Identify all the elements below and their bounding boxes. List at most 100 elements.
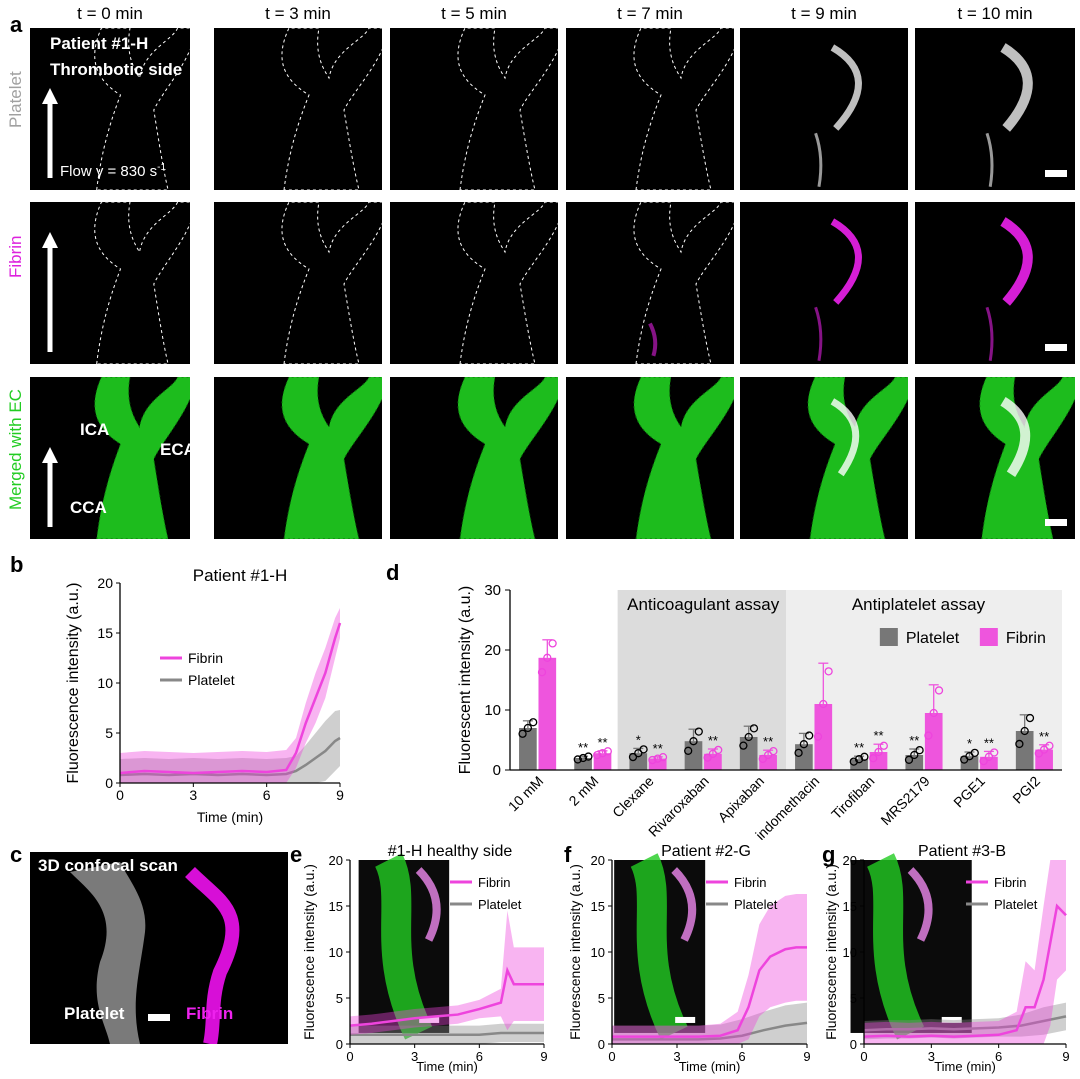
data-point bbox=[819, 699, 828, 709]
chart-b: 0 5 10 15 20 0 3 6 9 Time (min) Fluorescence inten… bbox=[60, 565, 360, 825]
data-point bbox=[1034, 749, 1043, 758]
bar bbox=[960, 756, 979, 770]
legend-swatch bbox=[979, 628, 998, 646]
bar bbox=[684, 741, 703, 770]
y-tick-label: 15 bbox=[843, 899, 857, 914]
time-label: t = 3 min bbox=[265, 4, 331, 23]
fibrin-tile bbox=[214, 202, 382, 364]
error-band bbox=[120, 608, 340, 783]
bar bbox=[905, 755, 924, 770]
chart-f: 0 5 10 15 20 0 3 6 9 Time (min) Fluorescence inten… bbox=[566, 842, 821, 1074]
legend-label: Platelet bbox=[734, 897, 778, 912]
data-point bbox=[990, 748, 999, 757]
platelet-tile bbox=[740, 28, 908, 190]
y-tick-label: 10 bbox=[97, 675, 113, 691]
significance-mark: ** bbox=[1039, 729, 1049, 744]
data-point bbox=[603, 747, 612, 756]
error-band bbox=[612, 1002, 807, 1044]
category-label: Apixaban bbox=[715, 773, 768, 826]
data-point bbox=[1020, 726, 1029, 736]
series-line bbox=[863, 1015, 1067, 1032]
category-label: PGI2 bbox=[1009, 773, 1043, 807]
platelet-signal bbox=[1000, 43, 1033, 132]
legend-label: Fibrin bbox=[1006, 630, 1046, 647]
scale-bar bbox=[675, 1016, 696, 1023]
y-tick-label: 20 bbox=[591, 853, 605, 868]
data-point bbox=[910, 750, 919, 760]
panel-a-label: a bbox=[10, 12, 23, 37]
y-tick-label: 5 bbox=[850, 991, 857, 1006]
panel-f-label: f bbox=[564, 842, 572, 867]
x-tick-label: 3 bbox=[411, 1049, 418, 1064]
x-tick-label: 9 bbox=[540, 1049, 547, 1064]
y-tick-label: 20 bbox=[843, 853, 857, 868]
bar bbox=[739, 737, 758, 770]
data-point bbox=[548, 639, 557, 648]
merged-tile bbox=[566, 377, 734, 539]
confocal-fibrin-label: Fibrin bbox=[186, 1004, 234, 1023]
data-point bbox=[518, 729, 527, 738]
data-point bbox=[805, 731, 814, 740]
data-point bbox=[794, 748, 803, 757]
data-point bbox=[849, 757, 858, 766]
legend-label: Fibrin bbox=[994, 875, 1027, 890]
data-point bbox=[708, 749, 718, 758]
data-point bbox=[653, 754, 662, 763]
bar bbox=[795, 744, 813, 770]
data-point bbox=[758, 754, 767, 763]
data-point bbox=[593, 750, 602, 760]
x-axis-label: Time (min) bbox=[679, 1059, 741, 1074]
data-point bbox=[584, 752, 593, 761]
data-point bbox=[744, 732, 753, 742]
bar bbox=[593, 753, 612, 770]
data-point bbox=[648, 755, 657, 765]
data-point bbox=[543, 653, 552, 662]
flow-arrow-icon bbox=[40, 88, 60, 189]
y-axis-label: Fluorescence intensity (a.u.) bbox=[65, 583, 82, 784]
scale-bar bbox=[1045, 170, 1067, 177]
significance-mark: * bbox=[967, 736, 972, 751]
vessel-outline bbox=[94, 202, 190, 364]
fibrin-scan bbox=[185, 867, 240, 1044]
x-tick-label: 3 bbox=[928, 1049, 935, 1064]
data-point bbox=[1025, 713, 1035, 723]
data-point bbox=[529, 718, 538, 727]
data-point bbox=[879, 741, 888, 750]
y-axis-label: Fluorescence intensity (a.u.) bbox=[567, 864, 583, 1040]
merged-tile bbox=[390, 377, 558, 539]
significance-mark: ** bbox=[909, 733, 919, 748]
row-label-fibrin: Fibrin bbox=[6, 235, 25, 278]
scale-bar bbox=[419, 1016, 440, 1023]
data-point bbox=[874, 747, 883, 757]
significance-mark: ** bbox=[578, 740, 588, 755]
data-point bbox=[984, 752, 994, 761]
x-tick-label: 0 bbox=[860, 1049, 867, 1064]
significance-mark: ** bbox=[984, 735, 994, 750]
thrombotic-side-label: Thrombotic side bbox=[50, 60, 183, 79]
panel-d-label: d bbox=[386, 560, 400, 585]
y-axis-label: Fluorescence intensity (a.u.) bbox=[301, 864, 317, 1040]
platelet-tile bbox=[30, 28, 190, 190]
fibrin-tile bbox=[30, 202, 190, 364]
series-line bbox=[612, 946, 807, 1038]
data-point bbox=[634, 749, 643, 758]
legend-label: Fibrin bbox=[734, 875, 767, 890]
x-axis-label: Time (min) bbox=[416, 1059, 478, 1074]
x-tick-label: 6 bbox=[263, 787, 271, 803]
platelet-tile bbox=[566, 28, 734, 190]
bar bbox=[704, 753, 722, 770]
bar bbox=[1035, 749, 1053, 770]
panel-c-label: c bbox=[10, 842, 23, 867]
data-point bbox=[523, 723, 533, 733]
legend-label: Platelet bbox=[994, 897, 1038, 912]
data-point bbox=[749, 724, 759, 733]
time-label: t = 7 min bbox=[617, 4, 683, 23]
x-tick-label: 3 bbox=[673, 1049, 680, 1064]
data-point bbox=[824, 667, 833, 676]
series-line bbox=[350, 1031, 544, 1037]
thrombus-overlay bbox=[830, 398, 860, 477]
data-point bbox=[854, 755, 864, 764]
fibrin-signal bbox=[830, 218, 862, 305]
y-axis-label: Fluorescence intensity (a.u.) bbox=[823, 864, 839, 1040]
flow-arrow-icon bbox=[40, 232, 60, 363]
